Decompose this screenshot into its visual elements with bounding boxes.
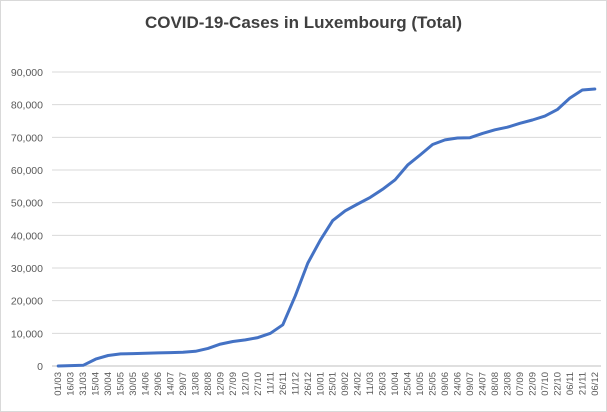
x-tick-label: 16/03 [66,372,77,396]
x-tick-label: 15/05 [116,372,127,396]
y-tick-label: 20,000 [11,296,43,308]
series-line [56,87,597,368]
x-tick-label: 26/12 [303,372,314,396]
x-tick-label: 27/09 [228,372,239,396]
x-tick-label: 29/06 [153,372,164,396]
x-tick-label: 21/11 [577,372,588,395]
x-tick-label: 25/01 [328,372,339,396]
y-tick-label: 60,000 [11,165,43,177]
y-tick-label: 70,000 [11,132,43,144]
y-tick-label: 50,000 [11,198,43,210]
x-tick-label: 07/10 [540,372,551,396]
x-tick-label: 14/06 [141,372,152,396]
x-tick-label: 22/10 [552,372,563,396]
x-tick-label: 14/07 [166,372,177,396]
x-tick-label: 27/10 [253,372,264,396]
x-tick-label: 08/08 [490,372,501,396]
y-tick-label: 90,000 [11,67,43,79]
x-tick-label: 30/05 [128,372,139,396]
x-tick-label: 25/04 [403,372,414,396]
x-tick-label: 25/05 [428,372,439,396]
x-tick-label: 30/04 [103,372,114,396]
x-tick-label: 10/05 [415,372,426,396]
x-tick-label: 26/03 [378,372,389,396]
x-tick-label: 06/12 [590,372,601,396]
y-tick-label: 30,000 [11,263,43,275]
x-tick-label: 24/06 [453,372,464,396]
x-tick-label: 31/03 [78,372,89,396]
x-tick-label: 15/04 [91,372,102,396]
x-tick-label: 09/02 [340,372,351,396]
y-tick-label: 10,000 [11,328,43,340]
x-tick-label: 26/11 [278,372,289,395]
x-tick-label: 24/02 [353,372,364,396]
x-tick-label: 09/06 [440,372,451,396]
x-tick-label: 07/09 [515,372,526,396]
x-tick-label: 29/07 [178,372,189,396]
y-tick-label: 80,000 [11,100,43,112]
x-tick-label: 10/01 [315,372,326,396]
x-tick-label: 23/08 [502,372,513,396]
x-tick-label: 24/07 [477,372,488,396]
x-tick-label: 22/09 [527,372,538,396]
x-tick-label: 12/09 [215,372,226,396]
x-tick-label: 13/08 [190,372,201,396]
x-tick-label: 11/03 [365,372,376,395]
x-tick-label: 01/03 [53,372,64,396]
x-tick-label: 10/04 [390,372,401,396]
x-tick-label: 06/11 [565,372,576,395]
x-tick-label: 11/12 [290,372,301,395]
y-tick-label: 40,000 [11,230,43,242]
x-tick-label: 09/07 [465,372,476,396]
x-tick-label: 12/10 [240,372,251,396]
y-tick-label: 0 [37,361,43,373]
x-tick-label: 11/11 [265,372,276,394]
chart-title: COVID-19-Cases in Luxembourg (Total) [144,13,463,32]
x-tick-label: 28/08 [203,372,214,396]
